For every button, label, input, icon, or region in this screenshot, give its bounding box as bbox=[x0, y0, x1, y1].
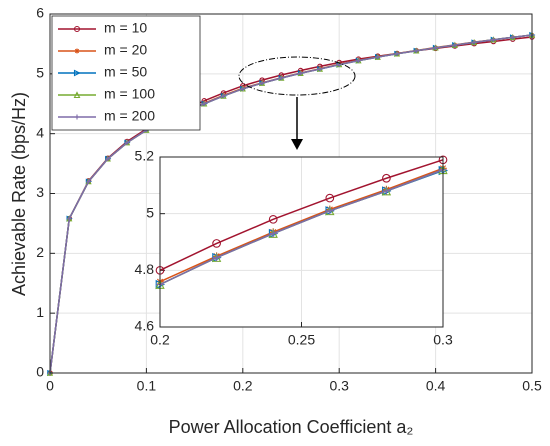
y-tick-label: 0 bbox=[36, 364, 44, 380]
y-axis-label: Achievable Rate (bps/Hz) bbox=[9, 92, 29, 296]
legend-marker bbox=[74, 48, 80, 54]
marker bbox=[326, 207, 334, 215]
marker bbox=[510, 35, 515, 40]
marker bbox=[471, 40, 477, 45]
series-line bbox=[49, 36, 533, 374]
marker bbox=[394, 51, 400, 56]
marker bbox=[279, 75, 284, 81]
series-line bbox=[159, 169, 444, 286]
x-tick-label: 0 bbox=[46, 378, 54, 394]
x-tick-label: 0.5 bbox=[522, 378, 542, 394]
legend-marker bbox=[73, 25, 81, 33]
zoom-ellipse bbox=[238, 56, 356, 96]
marker bbox=[356, 58, 361, 63]
y-tick-label: 4.6 bbox=[135, 318, 155, 334]
x-tick-label: 0.1 bbox=[137, 378, 157, 394]
marker bbox=[414, 48, 419, 53]
marker bbox=[317, 66, 323, 72]
legend-label: m = 20 bbox=[104, 42, 147, 58]
y-tick-label: 1 bbox=[36, 304, 44, 320]
x-tick-label: 0.4 bbox=[426, 378, 446, 394]
marker bbox=[240, 86, 245, 91]
marker bbox=[86, 179, 91, 184]
x-tick-label: 0.3 bbox=[433, 332, 453, 348]
x-tick-label: 0.2 bbox=[233, 378, 253, 394]
marker bbox=[155, 265, 165, 275]
legend-label: m = 10 bbox=[104, 20, 147, 36]
marker bbox=[298, 71, 303, 76]
marker bbox=[67, 216, 72, 221]
marker bbox=[375, 54, 380, 60]
marker bbox=[105, 156, 111, 161]
legend: m = 10 m = 20 m = 50 m = 100 m = 200 bbox=[51, 15, 201, 131]
marker bbox=[212, 253, 221, 262]
legend-label: m = 200 bbox=[104, 108, 155, 124]
x-tick-label: 0.2 bbox=[150, 332, 170, 348]
x-tick-label: 0.3 bbox=[329, 378, 349, 394]
y-tick-label: 6 bbox=[36, 5, 44, 21]
marker bbox=[382, 173, 391, 183]
axes-box bbox=[49, 13, 533, 374]
series-line bbox=[49, 34, 533, 374]
marker bbox=[269, 229, 277, 238]
marker bbox=[259, 80, 265, 86]
series-line bbox=[159, 159, 444, 272]
series-line bbox=[159, 167, 444, 283]
y-tick-label: 2 bbox=[36, 244, 44, 260]
marker bbox=[221, 93, 226, 99]
y-tick-label: 3 bbox=[36, 184, 44, 200]
marker bbox=[124, 140, 130, 145]
y-tick-label: 5 bbox=[146, 204, 154, 220]
marker bbox=[268, 214, 278, 224]
legend-marker bbox=[74, 114, 80, 120]
legend-marker bbox=[73, 91, 81, 99]
legend-marker bbox=[73, 69, 81, 77]
x-tick-label: 0.25 bbox=[288, 332, 315, 348]
y-tick-label: 4.8 bbox=[135, 261, 155, 277]
inset-plot: 4.6 4.8 5 5.2 0.2 0.25 0.3 bbox=[135, 148, 453, 348]
marker bbox=[382, 187, 391, 195]
axes-box bbox=[159, 156, 444, 328]
y-tick-label: 4 bbox=[36, 124, 44, 140]
x-axis-label: Power Allocation Coefficient a₂ bbox=[169, 417, 414, 437]
marker bbox=[433, 45, 438, 51]
legend-label: m = 50 bbox=[104, 64, 147, 80]
legend-label: m = 100 bbox=[104, 86, 155, 102]
marker bbox=[202, 101, 207, 106]
marker bbox=[491, 37, 496, 42]
marker bbox=[212, 239, 221, 248]
marker bbox=[325, 193, 335, 203]
y-tick-label: 5.2 bbox=[135, 148, 155, 164]
y-tick-label: 5 bbox=[36, 65, 44, 81]
zoom-arrow-head bbox=[291, 139, 303, 150]
marker bbox=[452, 42, 458, 48]
